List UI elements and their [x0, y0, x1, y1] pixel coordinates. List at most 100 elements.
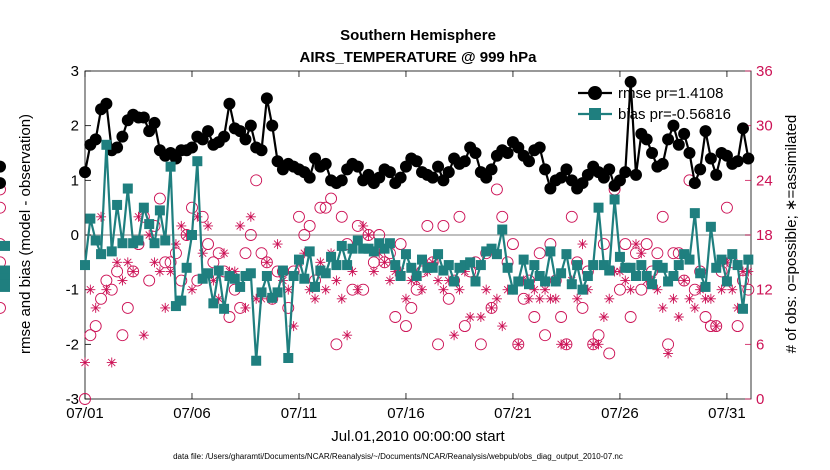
bias-point	[727, 249, 738, 260]
obs-assimilated-point	[358, 220, 369, 231]
bias-point	[550, 276, 561, 287]
obs-possible-point	[613, 283, 626, 296]
obs-assimilated-point	[261, 257, 272, 268]
bias-point	[384, 238, 395, 249]
bias-point	[138, 202, 149, 213]
obs-assimilated-point	[390, 266, 401, 277]
legend-bias-marker	[589, 108, 601, 120]
rmse-point	[699, 125, 712, 138]
bias-point	[737, 303, 748, 314]
obs-assimilated-point	[727, 284, 738, 295]
rmse-point	[736, 122, 749, 135]
obs-possible-point	[282, 301, 295, 314]
obs-assimilated-point	[379, 257, 390, 268]
obs-possible-point	[507, 238, 519, 251]
obs-possible-point	[244, 229, 257, 241]
obs-assimilated-point	[406, 275, 417, 286]
obs-assimilated-point	[192, 211, 203, 222]
obs-assimilated-point	[80, 357, 90, 368]
obs-assimilated-point	[208, 275, 219, 286]
obs-assimilated-point	[165, 266, 176, 277]
obs-assimilated-point	[176, 220, 187, 231]
bias-point	[668, 271, 679, 281]
obs-possible-point	[314, 201, 327, 214]
obs-assimilated-point	[203, 220, 214, 231]
legend: rmse pr=1.4108 bias pr=-0.56816	[578, 85, 731, 123]
obs-possible-point	[437, 219, 450, 232]
obs-assimilated-point	[149, 257, 160, 268]
bias-point	[545, 246, 556, 257]
bias-point	[721, 276, 732, 287]
bias-point	[144, 219, 155, 230]
obs-possible-point	[565, 210, 578, 223]
bias-point	[705, 221, 716, 232]
bias-point	[652, 260, 663, 271]
obs-possible-point	[624, 311, 637, 323]
obs-assimilated-point	[561, 339, 572, 350]
obs-assimilated-point	[213, 293, 224, 304]
obs-possible-point	[319, 201, 332, 214]
rmse-point	[629, 168, 642, 181]
obs-assimilated-point	[545, 293, 556, 304]
bias-point	[85, 213, 96, 224]
obs-assimilated-point	[197, 248, 208, 259]
obs-possible-point	[528, 311, 541, 323]
bias-point	[695, 268, 706, 279]
obs-assimilated-point	[85, 284, 96, 295]
obs-possible-point	[223, 311, 236, 323]
y2-tick-label: 12	[756, 282, 773, 299]
obs-assimilated-point	[449, 330, 460, 341]
bias-point	[684, 254, 695, 265]
bias-point	[208, 298, 219, 309]
obs-assimilated-point	[502, 284, 513, 295]
obs-assimilated-point	[604, 293, 615, 304]
rmse-point	[640, 133, 653, 146]
bias-point	[277, 265, 288, 276]
rmse-point	[100, 97, 113, 110]
obs-assimilated-point	[668, 293, 679, 304]
obs-assimilated-point	[374, 248, 385, 259]
rmse-point	[394, 171, 407, 184]
obs-possible-point	[731, 320, 744, 333]
obs-assimilated-point	[588, 339, 599, 350]
bias-point	[540, 276, 551, 287]
x-tick-label: 07/21	[494, 405, 532, 422]
bias-point	[128, 238, 139, 249]
bias-point	[240, 271, 251, 281]
obs-possible-point	[159, 256, 172, 269]
obs-assimilated-point	[299, 248, 310, 259]
bias-point	[470, 276, 481, 287]
bias-point	[449, 276, 460, 287]
bias-point	[497, 224, 508, 235]
obs-assimilated-point	[577, 239, 588, 250]
rmse-point	[432, 160, 445, 173]
bias-point	[454, 262, 465, 273]
obs-assimilated-point	[540, 284, 551, 295]
bias-point	[154, 205, 165, 216]
y2-axis-label: # of obs: o=possible; ∗=assimilated	[783, 115, 800, 354]
bias-point	[518, 254, 529, 265]
bias-point	[417, 254, 428, 265]
obs-assimilated-point	[711, 321, 722, 332]
rmse-point	[426, 171, 439, 184]
rmse-point	[667, 119, 680, 132]
obs-assimilated-point	[417, 284, 428, 295]
rmse-point	[678, 127, 691, 140]
obs-possible-point	[490, 183, 503, 196]
obs-assimilated-point	[170, 239, 181, 250]
bias-point	[165, 161, 176, 172]
obs-assimilated-point	[598, 312, 609, 322]
bias-point	[406, 262, 417, 273]
legend-rmse-label: rmse pr=1.4108	[618, 85, 723, 102]
obs-assimilated-point	[133, 211, 144, 222]
rmse-point	[533, 141, 546, 154]
rmse-point	[116, 130, 129, 143]
x-axis-label: Jul.01,2010 00:00:00 start	[331, 428, 505, 445]
bias-point	[363, 243, 374, 254]
rmse-point	[683, 147, 696, 159]
obs-possible-point	[143, 274, 156, 287]
obs-possible-point	[453, 210, 466, 223]
rmse-point	[710, 168, 723, 181]
bias-point	[310, 281, 321, 292]
obs-assimilated-point	[304, 284, 315, 295]
